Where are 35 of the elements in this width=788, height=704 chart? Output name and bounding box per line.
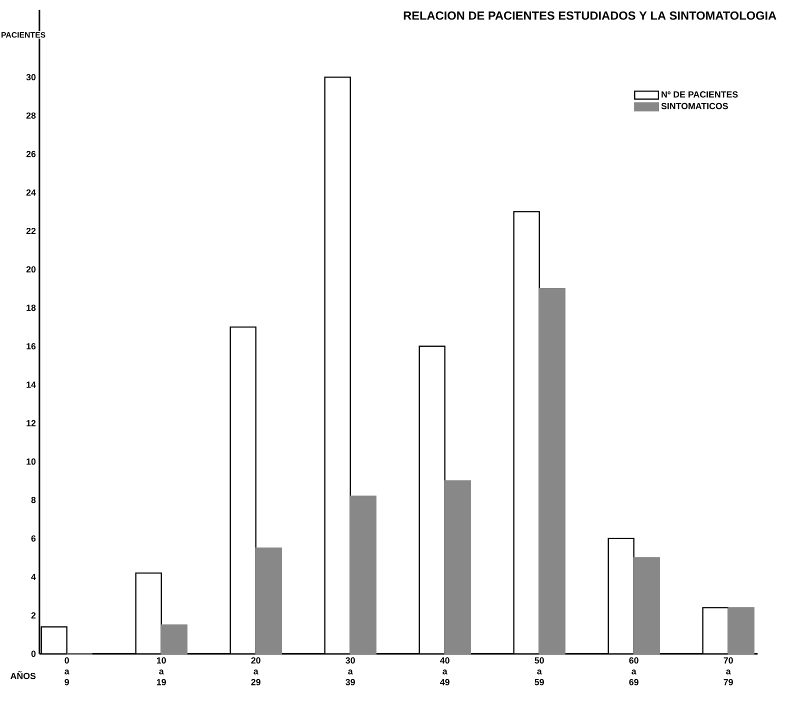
x-tick-label: 40 a 49 — [440, 657, 450, 686]
y-tick-label: 6 — [31, 535, 36, 542]
y-tick-label: 18 — [26, 304, 36, 311]
bar — [255, 547, 282, 654]
x-tick-label: 10 a 19 — [156, 657, 166, 686]
y-tick-label: 16 — [26, 342, 36, 350]
bar — [350, 495, 376, 654]
x-axis-title: AÑOS — [10, 670, 36, 679]
x-tick-label: 50 a 59 — [534, 657, 544, 686]
y-tick-label: 28 — [26, 112, 36, 119]
y-tick-label: 0 — [31, 650, 36, 657]
y-tick-label: 10 — [26, 458, 36, 465]
y-tick-label: 22 — [26, 228, 36, 234]
y-tick-label: 26 — [26, 150, 36, 158]
bar — [633, 556, 660, 654]
x-tick-label: 70 a 79 — [724, 657, 733, 686]
x-tick-label: 30 a 39 — [346, 657, 355, 686]
y-tick-label: 24 — [26, 189, 36, 196]
bar — [728, 606, 754, 654]
bar — [160, 624, 188, 654]
x-tick-label: 60 a 69 — [629, 657, 638, 686]
legend-label: SINTOMATICOS — [661, 102, 728, 110]
y-tick-label: 12 — [26, 420, 36, 426]
bar — [538, 288, 566, 654]
x-tick-label: 0 a 9 — [64, 657, 70, 686]
chart-title: RELACION DE PACIENTES ESTUDIADOS Y LA SINTOMATOLOGIA — [404, 11, 776, 20]
legend-label: Nº DE PACIENTES — [662, 91, 738, 98]
x-tick-label: 20 a 29 — [251, 657, 260, 686]
y-tick-label: 4 — [31, 574, 36, 580]
y-tick-label: 8 — [31, 496, 36, 504]
y-tick-label: 2 — [31, 612, 36, 618]
y-tick-label: 30 — [26, 74, 36, 80]
bar — [444, 480, 471, 654]
y-tick-label: 14 — [26, 381, 36, 388]
y-tick-label: 20 — [26, 266, 36, 272]
